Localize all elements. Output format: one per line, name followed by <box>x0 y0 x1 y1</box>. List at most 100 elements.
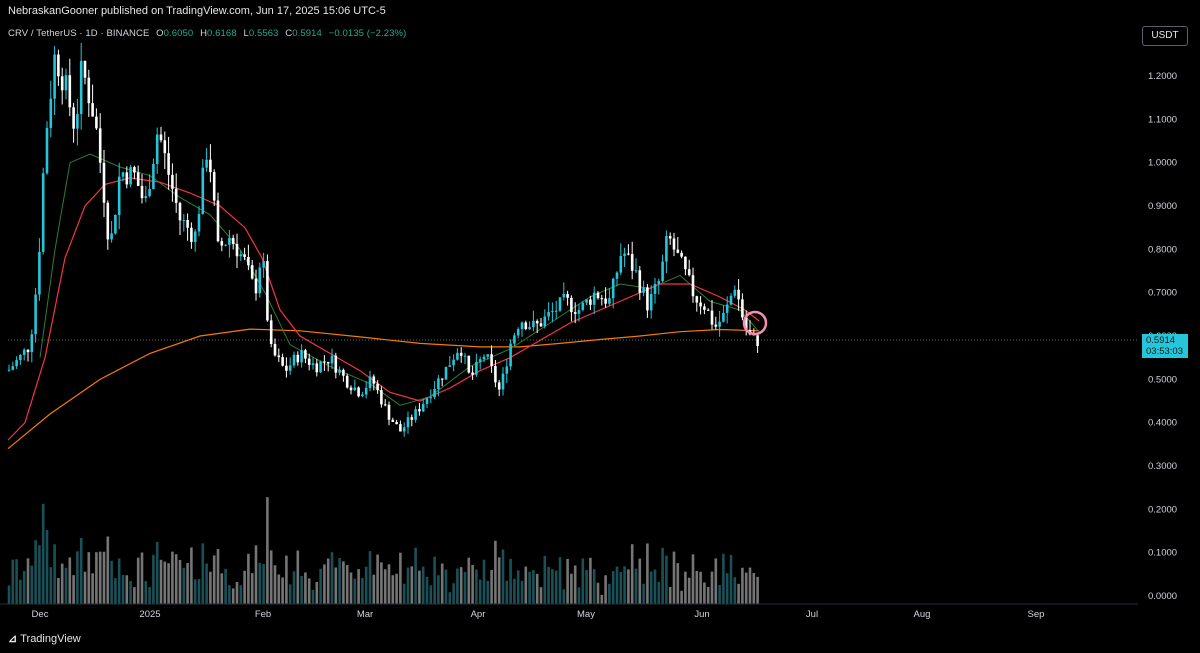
tradingview-logo[interactable]: ⊿ TradingView <box>8 632 81 645</box>
candle-body <box>167 153 170 175</box>
candle-body <box>744 317 748 330</box>
volume-bar <box>444 569 448 604</box>
high-value: 0.6168 <box>207 28 237 39</box>
candle-body <box>72 107 75 129</box>
candle-body <box>501 373 505 390</box>
candle-body <box>159 134 163 141</box>
volume-bar <box>296 550 300 604</box>
candle-body <box>543 316 547 327</box>
candle-body <box>456 352 459 360</box>
ma-mid-line <box>39 153 760 406</box>
volume-bar <box>262 564 265 604</box>
symbol-name[interactable]: CRV / TetherUS · 1D · BINANCE <box>8 28 150 39</box>
volume-bar <box>266 497 269 604</box>
volume-bar <box>121 574 125 604</box>
volume-bar <box>45 529 49 604</box>
candle-body <box>7 369 11 371</box>
candle-body <box>380 390 383 405</box>
volume-bar <box>406 567 410 604</box>
volume-bar <box>528 571 531 604</box>
candle-body <box>364 388 368 395</box>
candle-body <box>756 335 759 346</box>
volume-bar <box>79 537 83 604</box>
volume-bar <box>76 551 79 604</box>
volume-bar <box>592 569 596 604</box>
y-tick-label: 0.1000 <box>1148 548 1177 559</box>
volume-bar <box>205 563 208 604</box>
volume-bar <box>383 569 387 604</box>
candle-body <box>532 320 535 328</box>
currency-button[interactable]: USDT <box>1142 26 1188 46</box>
candle-body <box>554 310 558 312</box>
volume-bar <box>554 570 558 604</box>
open-value: 0.6050 <box>163 28 194 39</box>
candle-body <box>376 383 379 391</box>
volume-bar <box>281 577 284 604</box>
low-label: L <box>243 28 249 39</box>
candle-body <box>722 312 725 322</box>
candle-body <box>452 359 455 366</box>
volume-bar <box>372 574 376 604</box>
volume-bar <box>178 560 182 604</box>
volume-bar <box>486 580 490 604</box>
volume-bar <box>490 569 493 604</box>
y-tick-label: 0.8000 <box>1148 244 1177 255</box>
candle-body <box>710 310 714 325</box>
candle-body <box>117 176 121 215</box>
volume-bar <box>209 571 212 604</box>
volume-bar <box>304 572 307 604</box>
candle-body <box>193 231 197 242</box>
candle-body <box>34 294 37 335</box>
candle-body <box>353 387 357 391</box>
publisher-text: NebraskanGooner published on TradingView… <box>8 5 386 17</box>
ma-short-line <box>7 177 760 441</box>
volume-bar <box>201 543 205 604</box>
volume-bar <box>623 566 626 604</box>
candle-body <box>573 312 577 314</box>
volume-bar <box>714 558 718 604</box>
volume-bar <box>744 572 748 604</box>
candle-body <box>486 354 490 357</box>
volume-bar <box>509 558 512 604</box>
volume-bar <box>520 580 524 604</box>
candle-body <box>30 334 34 353</box>
volume-bar <box>478 579 482 604</box>
volume-bar <box>615 566 619 604</box>
volume-bar <box>600 594 604 604</box>
candle-body <box>326 361 330 364</box>
volume-bar <box>345 565 349 604</box>
volume-bars <box>7 497 759 604</box>
volume-bar <box>159 559 163 604</box>
candle-body <box>64 75 68 91</box>
volume-bar <box>634 568 638 604</box>
volume-bar <box>174 554 178 604</box>
volume-bar <box>494 540 497 604</box>
volume-bar <box>421 566 425 604</box>
volume-bar <box>661 547 664 604</box>
candle-body <box>448 365 452 367</box>
volume-bar <box>250 573 254 604</box>
candle-body <box>623 253 626 257</box>
volume-bar <box>102 551 106 604</box>
volume-bar <box>566 558 569 604</box>
candle-body <box>209 159 212 173</box>
candle-body <box>589 299 592 305</box>
candle-body <box>699 302 702 307</box>
candle-body <box>281 357 284 366</box>
candle-body <box>638 270 642 293</box>
candle-body <box>338 369 341 373</box>
volume-bar <box>585 569 588 604</box>
y-tick-label: 0.0000 <box>1148 591 1177 602</box>
candle-body <box>478 359 482 362</box>
candle-body <box>38 251 41 295</box>
x-tick-label: Jun <box>694 609 709 620</box>
candle-body <box>680 252 683 257</box>
candle-body <box>494 366 497 383</box>
candle-body <box>406 417 410 428</box>
volume-bar <box>429 585 433 604</box>
candle-body <box>323 361 326 363</box>
candle-body <box>482 356 486 360</box>
volume-bar <box>418 570 421 604</box>
volume-bar <box>570 573 573 604</box>
